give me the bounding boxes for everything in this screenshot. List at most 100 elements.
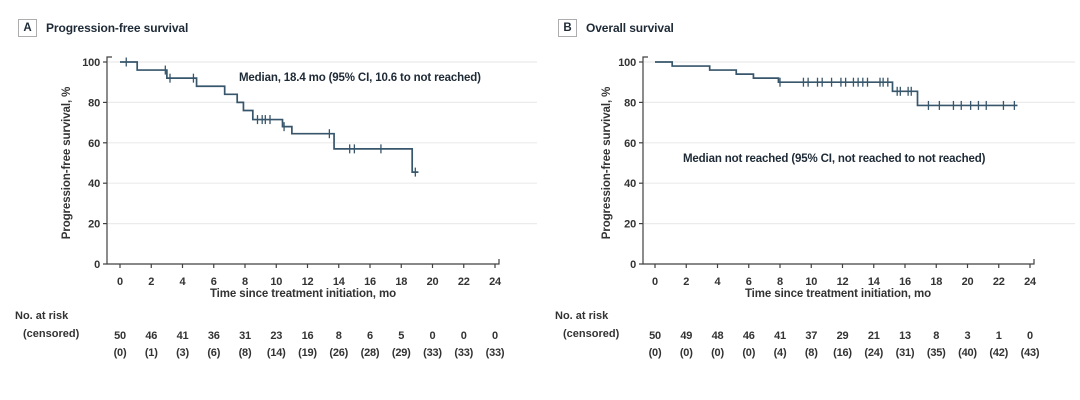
censored-count: (0) xyxy=(649,347,662,359)
censored-count: (8) xyxy=(239,347,252,359)
x-tick-label: 14 xyxy=(333,276,346,288)
y-tick-label: 100 xyxy=(618,57,636,69)
censored-count: (33) xyxy=(423,347,442,359)
censored-count: (33) xyxy=(486,347,505,359)
survival-curve xyxy=(655,61,1018,107)
at-risk-count: 37 xyxy=(805,330,817,342)
censored-count: (14) xyxy=(267,347,286,359)
x-tick-label: 0 xyxy=(652,276,658,288)
y-tick-label: 20 xyxy=(624,219,636,231)
x-tick-label: 6 xyxy=(211,276,217,288)
panel-b-km-chart: 0 2 4 6 8 10 1 2 1 4 16 18 20 22 24 0 20 40 60 80 100 50 (0) 49… xyxy=(618,56,1075,359)
at-risk-count: 6 xyxy=(367,330,373,342)
censored-count: (3) xyxy=(176,347,189,359)
at-risk-count: 3 xyxy=(965,330,971,342)
at-risk-count: 49 xyxy=(680,330,692,342)
panel-a-header: A Progression-free survival xyxy=(18,19,188,37)
panel-overall-survival: B Overall survival Progression-free surv… xyxy=(540,0,1080,400)
x-tick-label: 0 xyxy=(117,276,123,288)
panel-a-censored-header: (censored) xyxy=(23,328,80,340)
at-risk-count: 8 xyxy=(933,330,939,342)
y-tick-label: 40 xyxy=(624,178,636,190)
panel-b-header: B Overall survival xyxy=(558,19,674,37)
x-tick-label: 18 xyxy=(395,276,407,288)
panel-b-risk-header: No. at risk xyxy=(555,310,609,322)
censored-count: (0) xyxy=(711,347,724,359)
censored-count: (24) xyxy=(864,347,883,359)
at-risk-count: 36 xyxy=(208,330,220,342)
at-risk-count: 50 xyxy=(649,330,661,342)
censored-count: (0) xyxy=(114,347,127,359)
y-tick-label: 80 xyxy=(624,97,636,109)
x-tick-label: 2 xyxy=(148,276,154,288)
at-risk-count: 48 xyxy=(712,330,724,342)
censored-count: (6) xyxy=(207,347,220,359)
at-risk-count: 0 xyxy=(461,330,467,342)
censored-count: (31) xyxy=(896,347,915,359)
panel-b-label-box: B xyxy=(558,19,577,37)
y-tick-label: 100 xyxy=(82,57,100,69)
censored-count: (19) xyxy=(298,347,317,359)
at-risk-count: 0 xyxy=(492,330,498,342)
axis-line xyxy=(106,56,500,265)
x-tick-label: 4 xyxy=(715,276,722,288)
censored-count: (8) xyxy=(805,347,818,359)
panel-b-median-annotation: Median not reached (95% CI, not reached … xyxy=(683,153,986,165)
at-risk-count: 46 xyxy=(743,330,755,342)
at-risk-count: 1 xyxy=(996,330,1002,342)
censored-count: (33) xyxy=(454,347,473,359)
at-risk-count: 16 xyxy=(302,330,314,342)
censored-count: (42) xyxy=(989,347,1008,359)
x-tick-label: 18 xyxy=(930,276,942,288)
at-risk-count: 13 xyxy=(899,330,911,342)
censored-count: (35) xyxy=(927,347,946,359)
y-tick-label: 0 xyxy=(630,259,636,271)
x-tick-label: 16 xyxy=(364,276,376,288)
x-tick-label: 8 xyxy=(777,276,783,288)
at-risk-count: 50 xyxy=(114,330,126,342)
at-risk-count: 46 xyxy=(145,330,157,342)
panel-b-title: Overall survival xyxy=(586,21,674,35)
x-tick-label: 14 xyxy=(868,276,881,288)
panel-a-title: Progression-free survival xyxy=(46,21,189,35)
at-risk-count: 41 xyxy=(177,330,189,342)
at-risk-count: 21 xyxy=(868,330,880,342)
panel-a-median-annotation: Median, 18.4 mo (95% CI, 10.6 to not rea… xyxy=(239,72,481,84)
survival-curve xyxy=(120,61,419,173)
y-tick-label: 60 xyxy=(88,138,100,150)
x-tick-label: 24 xyxy=(1024,276,1037,288)
x-tick-label: 22 xyxy=(993,276,1005,288)
y-tick-label: 80 xyxy=(88,97,100,109)
x-tick-label: 20 xyxy=(962,276,974,288)
x-tick-label: 22 xyxy=(458,276,470,288)
panel-a-risk-header: No. at risk xyxy=(15,310,69,322)
x-tick-label: 10 xyxy=(805,276,817,288)
at-risk-count: 29 xyxy=(837,330,849,342)
x-tick-label: 2 xyxy=(683,276,689,288)
panel-a-label-box: A xyxy=(18,19,37,37)
censored-count: (29) xyxy=(392,347,411,359)
panel-a-km-chart: 0 2 4 6 8 10 12 14 16 18 20 22 2402040608010050(0)46… xyxy=(82,56,537,359)
x-tick-label: 10 xyxy=(270,276,282,288)
censored-count: (26) xyxy=(329,347,348,359)
x-tick-label: 8 xyxy=(242,276,248,288)
y-tick-label: 60 xyxy=(624,138,636,150)
censored-count: (40) xyxy=(958,347,977,359)
censored-count: (0) xyxy=(742,347,755,359)
censored-count: (1) xyxy=(145,347,158,359)
x-tick-label: 20 xyxy=(427,276,439,288)
at-risk-count: 5 xyxy=(398,330,404,342)
axis-line xyxy=(642,56,1035,265)
y-tick-label: 20 xyxy=(88,219,100,231)
censored-count: (28) xyxy=(361,347,380,359)
x-tick-label: 16 xyxy=(899,276,911,288)
x-tick-label: 6 xyxy=(746,276,752,288)
at-risk-count: 0 xyxy=(430,330,436,342)
censored-count: (16) xyxy=(833,347,852,359)
panel-a-x-axis-label: Time since treatment initiation, mo xyxy=(209,288,397,300)
at-risk-count: 23 xyxy=(270,330,282,342)
panel-b-censored-header: (censored) xyxy=(563,328,620,340)
panel-b-x-axis-label: Time since treatment initiation, mo xyxy=(744,288,932,300)
at-risk-count: 8 xyxy=(336,330,342,342)
